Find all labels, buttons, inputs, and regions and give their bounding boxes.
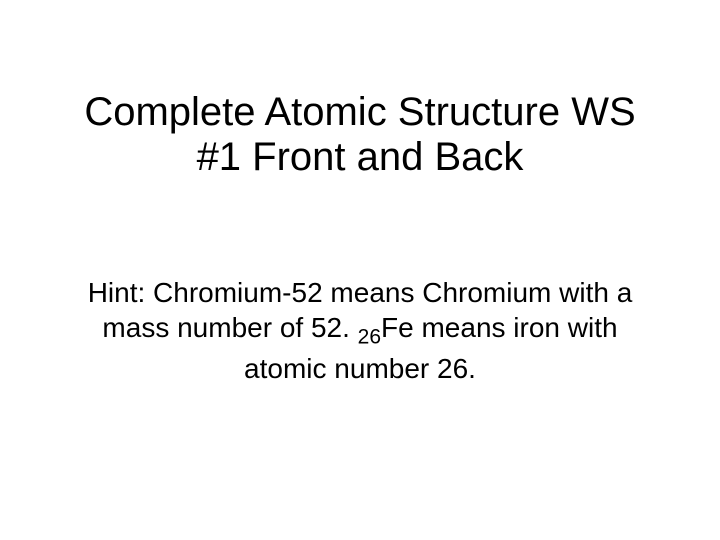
- title-line-1: Complete Atomic Structure WS: [84, 90, 635, 134]
- slide-title: Complete Atomic Structure WS #1 Front an…: [84, 90, 635, 180]
- hint-text: Hint: Chromium-52 means Chromium with a …: [60, 275, 660, 386]
- hint-subscript: 26: [358, 326, 381, 349]
- title-line-2: #1 Front and Back: [197, 135, 524, 179]
